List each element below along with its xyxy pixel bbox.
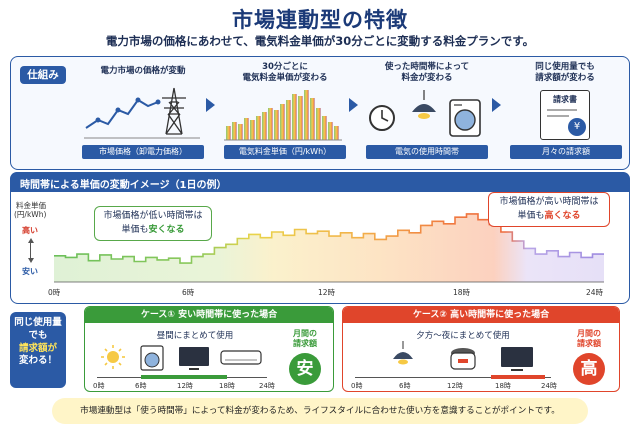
- tip-note: 市場連動型は「使う時間帯」によって料金が変わるため、ライフスタイルに合わせた使い…: [52, 398, 588, 424]
- callout-high: 市場価格が高い時間帯は 単価も高くなる: [488, 192, 610, 227]
- clock-icon: [369, 105, 395, 131]
- step-1-bar: 市場価格（卸電力価格）: [82, 145, 204, 159]
- case-1-tick-24: 24時: [259, 382, 275, 390]
- case-2-appliances: [393, 341, 533, 371]
- appliances-graphic: [369, 90, 481, 137]
- case-1-tick-0: 0時: [93, 382, 105, 390]
- arrow-right-icon: [492, 98, 501, 112]
- high-label: 高い: [22, 226, 38, 235]
- tower-icon: [162, 87, 186, 135]
- case-1-tick-18: 18時: [219, 382, 235, 390]
- lamp-icon: [412, 90, 436, 119]
- case-2-tick-24: 24時: [541, 382, 557, 390]
- case-2-bill-label-1: 月間の: [577, 329, 601, 338]
- step-4-label: 同じ使用量でも 請求額が変わる: [535, 62, 595, 84]
- page-title: 市場連動型の特徴: [232, 8, 408, 32]
- callout-low-line1: 市場価格が低い時間帯は: [103, 211, 203, 221]
- bill-title: 請求書: [553, 95, 577, 104]
- x-tick-24: 24時: [586, 288, 604, 297]
- case-2-tick-18: 18時: [495, 382, 511, 390]
- case-1-appliances: [101, 345, 262, 371]
- rice-cooker-icon: [450, 348, 476, 370]
- sun-icon: [101, 345, 125, 369]
- callout-high-line2a: 単価も: [517, 210, 545, 221]
- case-2-bill-label-2: 請求額: [577, 339, 601, 349]
- y-axis-label-1: 料金単価: [16, 201, 46, 210]
- case-2-tick-12: 12時: [447, 382, 463, 390]
- side-text-2: でも: [28, 329, 48, 341]
- page-subtitle: 電力市場の価格にあわせて、電気料金単価が30分ごとに変動する料金プランです。: [105, 34, 535, 48]
- callout-high-line2b: 高くなる: [544, 210, 581, 221]
- case-1-panel: ケース① 安い時間帯に使った場合 昼間にまとめて使用 0時 6時 12時 18時…: [84, 306, 334, 392]
- step-4-bar: 月々の請求額: [510, 145, 622, 159]
- side-text-4: 変わる！: [18, 355, 57, 367]
- bill-document-icon: 請求書 ¥: [540, 90, 590, 140]
- yen-icon: ¥: [568, 118, 586, 136]
- case-2-sub: 夕方〜夜にまとめて使用: [416, 331, 510, 341]
- mechanism-tag: 仕組み: [20, 66, 66, 84]
- step-2-bar: 電気料金単価（円/kWh）: [224, 145, 346, 159]
- callout-low: 市場価格が低い時間帯は 単価も安くなる: [94, 206, 212, 241]
- unit-price-bar-graphic: [224, 90, 342, 141]
- down-arrow-icon: [28, 258, 34, 263]
- case-1-title: ケース① 安い時間帯に使った場合: [85, 307, 333, 323]
- price-area: [54, 213, 604, 282]
- case-1-tick-6: 6時: [135, 382, 147, 390]
- washing-machine-icon: [140, 345, 164, 371]
- step-2-label: 30分ごとに 電気料金単価が変わる: [242, 62, 328, 84]
- step-1-label: 電力市場の価格が変動: [100, 66, 186, 76]
- case-1-bill-label-2: 請求額: [293, 339, 317, 349]
- case-2-timeline: [355, 377, 551, 378]
- case-1-sub: 昼間にまとめて使用: [156, 331, 234, 341]
- side-text-1: 同じ使用量: [14, 317, 62, 328]
- x-tick-18: 18時: [453, 288, 471, 297]
- up-arrow-icon: [28, 238, 34, 243]
- case-1-bill-label: 月間の 請求額: [283, 329, 327, 350]
- case-2-title: ケース② 高い時間帯に使った場合: [343, 307, 619, 323]
- step-3-label: 使った時間帯によって 料金が変わる: [384, 62, 470, 84]
- case-2-bill-label: 月間の 請求額: [567, 329, 611, 350]
- case-2-tick-6: 6時: [399, 382, 411, 390]
- case-1-bill-label-1: 月間の: [293, 329, 317, 338]
- same-usage-label: 同じ使用量 でも 請求額が 変わる！: [10, 312, 66, 388]
- arrow-right-icon: [349, 98, 358, 112]
- price-chart-header: 時間帯による単価の変動イメージ（1日の例）: [10, 172, 630, 192]
- x-tick-6: 6時: [182, 288, 195, 297]
- y-axis-label-2: (円/kWh): [14, 210, 47, 219]
- case-2-usage-bar: [491, 375, 545, 379]
- callout-low-line2a: 単価も: [121, 224, 149, 235]
- price-line: [54, 213, 604, 264]
- case-1-tick-12: 12時: [177, 382, 193, 390]
- low-label: 安い: [22, 267, 38, 276]
- case-1-cheap-badge: 安: [289, 353, 321, 385]
- lamp-icon: [393, 341, 413, 365]
- x-tick-12: 12時: [318, 288, 336, 297]
- price-chart: [54, 213, 604, 283]
- washing-machine-icon: [449, 99, 481, 137]
- air-conditioner-icon: [220, 350, 262, 365]
- tv-icon: [179, 347, 209, 370]
- callout-high-line1: 市場価格が高い時間帯は: [499, 197, 599, 207]
- arrow-shaft: [30, 243, 31, 259]
- arrow-right-icon: [206, 98, 215, 112]
- callout-low-line2b: 安くなる: [148, 224, 185, 235]
- case-1-usage-bar: [141, 375, 227, 379]
- case-2-tick-0: 0時: [351, 382, 363, 390]
- step-3-bar: 電気の使用時間帯: [366, 145, 488, 159]
- side-text-3: 請求額が: [18, 342, 57, 354]
- market-price-graphic: [84, 87, 200, 139]
- case-2-expensive-badge: 高: [573, 353, 605, 385]
- case-2-panel: ケース② 高い時間帯に使った場合 夕方〜夜にまとめて使用 0時 6時 12時 1…: [342, 306, 620, 392]
- x-tick-0: 0時: [48, 288, 61, 297]
- tv-icon: [501, 347, 533, 371]
